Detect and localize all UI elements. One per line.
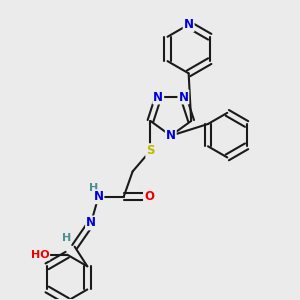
Text: O: O: [144, 190, 154, 203]
Text: N: N: [178, 91, 188, 103]
Text: H: H: [62, 233, 71, 243]
Text: N: N: [153, 91, 163, 103]
Text: HO: HO: [31, 250, 49, 260]
Text: N: N: [166, 129, 176, 142]
Text: N: N: [184, 18, 194, 31]
Text: N: N: [86, 216, 96, 230]
Text: H: H: [89, 183, 99, 194]
Text: S: S: [146, 144, 155, 157]
Text: N: N: [93, 190, 103, 203]
